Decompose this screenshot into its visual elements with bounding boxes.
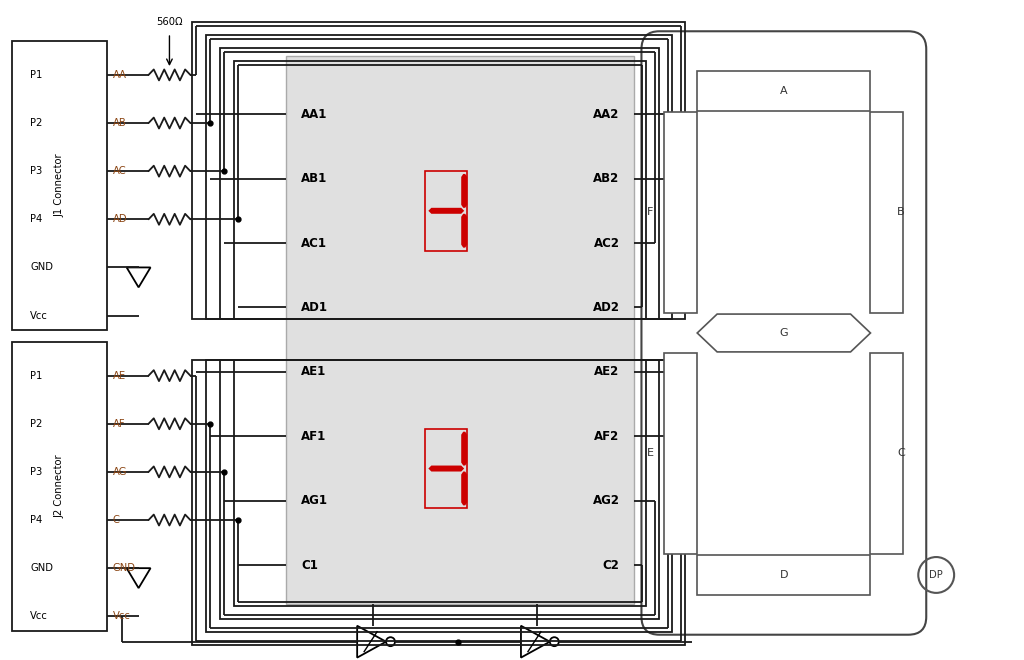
Text: AD2: AD2 [593,301,620,314]
Polygon shape [461,471,467,506]
Polygon shape [461,432,467,465]
FancyBboxPatch shape [870,353,903,554]
Text: AC1: AC1 [301,236,327,249]
Text: GND: GND [30,563,53,573]
FancyBboxPatch shape [665,353,697,554]
Text: P3: P3 [30,467,42,477]
Text: C: C [113,515,120,525]
Text: AG: AG [113,467,127,477]
FancyBboxPatch shape [870,112,903,313]
FancyBboxPatch shape [665,112,697,313]
Text: AF1: AF1 [301,430,326,443]
Polygon shape [428,208,464,214]
Text: AG1: AG1 [301,494,328,508]
Text: AF2: AF2 [594,430,620,443]
Text: P2: P2 [30,118,42,128]
Text: GND: GND [113,563,136,573]
Text: G: G [779,328,788,338]
Text: C: C [897,449,905,459]
Text: GND: GND [30,263,53,273]
Text: AA: AA [113,70,127,80]
Text: AF: AF [113,419,125,429]
Text: P3: P3 [30,166,42,176]
Polygon shape [461,214,467,248]
Text: AA2: AA2 [593,108,620,121]
Polygon shape [461,174,467,208]
Text: F: F [647,207,653,218]
Text: P4: P4 [30,214,42,224]
Text: AA1: AA1 [301,108,328,121]
Text: AE: AE [113,371,126,381]
Text: B: B [897,207,904,218]
Text: AB1: AB1 [301,172,327,185]
Text: Vcc: Vcc [30,311,48,321]
Text: Vcc: Vcc [30,611,48,621]
FancyBboxPatch shape [697,71,870,111]
Text: D: D [779,570,788,580]
Polygon shape [428,465,464,471]
Text: AC2: AC2 [594,236,620,249]
FancyBboxPatch shape [12,342,106,631]
Text: AE1: AE1 [301,366,326,378]
Text: AC: AC [113,166,126,176]
Text: P4: P4 [30,515,42,525]
Text: AB: AB [113,118,126,128]
Text: AD1: AD1 [301,301,328,314]
Text: J1 Connector: J1 Connector [54,154,65,217]
Text: C1: C1 [301,558,317,572]
Text: DP: DP [930,570,943,580]
Text: A: A [780,86,787,96]
Text: P1: P1 [30,371,42,381]
Text: AE2: AE2 [594,366,620,378]
Text: C2: C2 [603,558,620,572]
Text: Vcc: Vcc [113,611,131,621]
Text: AD: AD [113,214,127,224]
Polygon shape [697,314,870,352]
FancyBboxPatch shape [286,56,635,604]
Text: P1: P1 [30,70,42,80]
Text: E: E [647,449,654,459]
FancyBboxPatch shape [697,555,870,595]
Text: P2: P2 [30,419,42,429]
Text: AG2: AG2 [593,494,620,508]
Text: J2 Connector: J2 Connector [54,455,65,518]
FancyBboxPatch shape [12,41,106,330]
FancyBboxPatch shape [641,31,927,635]
Text: AB2: AB2 [593,172,620,185]
Text: 560Ω: 560Ω [157,17,182,27]
